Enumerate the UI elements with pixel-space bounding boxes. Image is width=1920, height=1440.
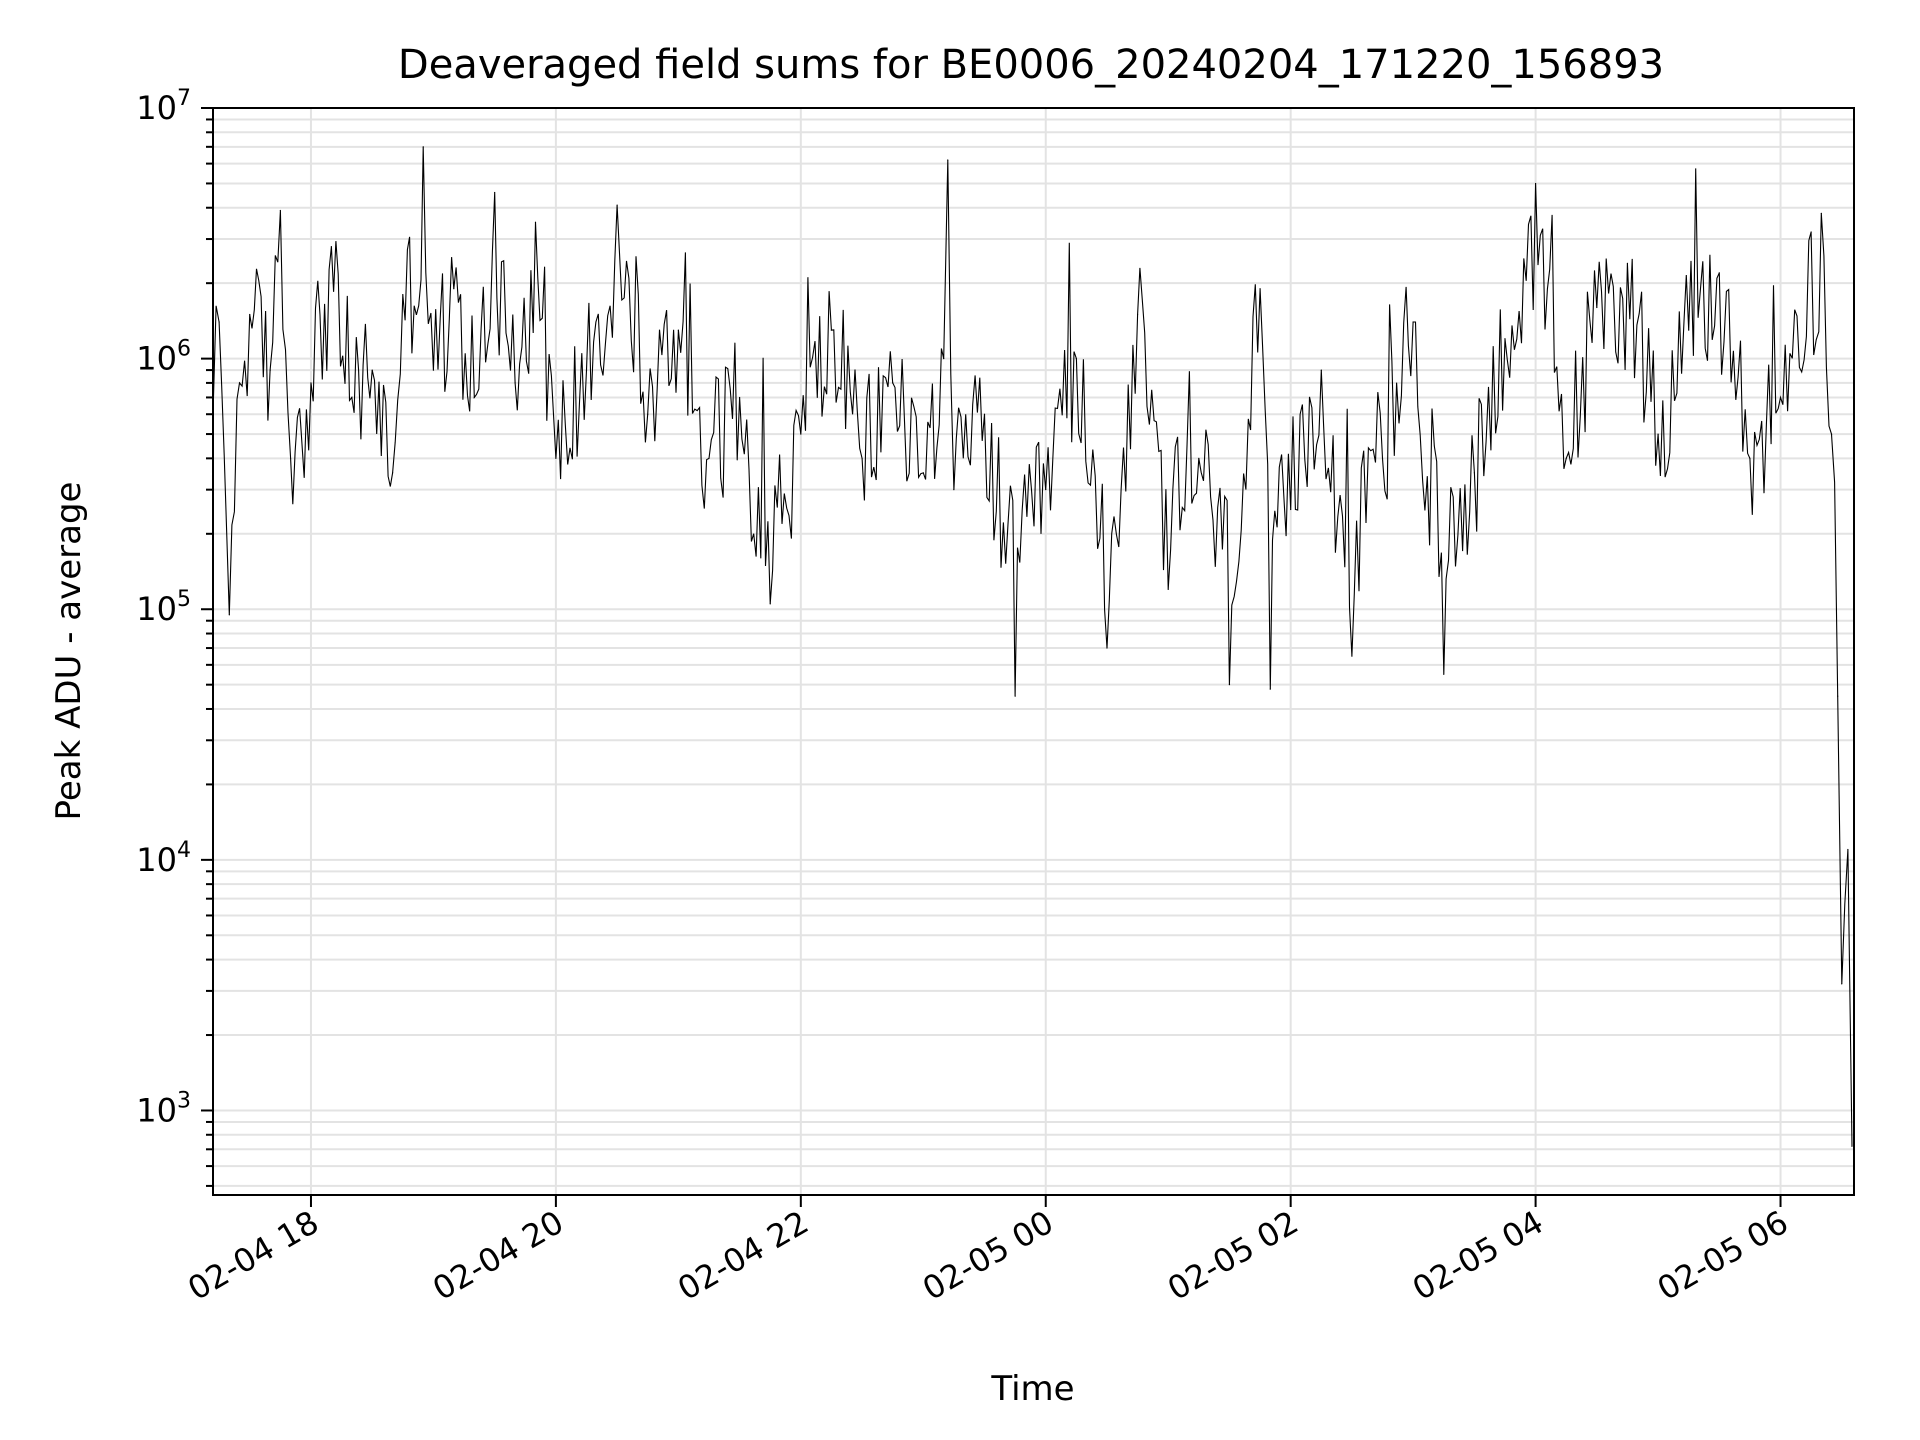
y-tick-label: 105	[136, 587, 191, 628]
data-point	[647, 413, 649, 415]
data-point	[947, 159, 949, 161]
y-tick-label: 103	[136, 1088, 191, 1129]
data-point	[1851, 1145, 1853, 1147]
data-point	[392, 472, 394, 474]
data-point	[1718, 272, 1720, 274]
data-point	[1167, 588, 1169, 590]
y-tick-base: 10	[136, 89, 177, 127]
data-point	[1504, 338, 1506, 340]
data-point	[1136, 313, 1139, 316]
data-point	[983, 413, 986, 415]
x-axis-label: Time	[990, 1369, 1074, 1409]
y-axis-label: Peak ADU - average	[49, 482, 89, 821]
data-point	[310, 382, 312, 384]
data-point	[800, 433, 802, 435]
data-point	[371, 369, 373, 371]
data-point	[422, 146, 424, 148]
y-tick-base: 10	[136, 841, 177, 879]
data-point	[1779, 396, 1782, 399]
y-tick-exponent: 7	[177, 86, 191, 111]
series-layer	[212, 146, 1853, 1147]
data-point	[1473, 472, 1475, 474]
data-point	[473, 396, 475, 399]
data-point	[892, 382, 894, 384]
data-point	[708, 457, 710, 459]
data-point	[228, 614, 230, 616]
data-point	[1014, 695, 1016, 697]
data-point	[218, 321, 220, 323]
data-point	[351, 396, 353, 399]
data-point	[1269, 688, 1271, 690]
data-point	[330, 245, 332, 248]
data-point	[769, 603, 771, 605]
data-point	[269, 369, 271, 371]
data-point	[1075, 358, 1077, 360]
data-point	[402, 294, 404, 296]
data-point	[1626, 262, 1629, 264]
data-point	[1596, 306, 1598, 309]
data-point	[1810, 231, 1812, 233]
data-point	[249, 313, 251, 316]
data-point	[677, 329, 679, 331]
data-point	[238, 382, 241, 384]
y-tick-exponent: 3	[177, 1088, 191, 1113]
data-point	[830, 329, 833, 331]
y-tick-base: 10	[136, 1091, 177, 1129]
data-point	[1830, 433, 1833, 435]
data-point	[1820, 212, 1822, 214]
data-point	[534, 221, 537, 223]
data-point	[289, 457, 292, 459]
y-tick-exponent: 6	[177, 337, 191, 362]
data-point	[1837, 695, 1839, 697]
data-point	[1565, 457, 1567, 459]
data-point	[1412, 321, 1414, 323]
data-point	[616, 204, 618, 206]
data-point	[1351, 655, 1353, 657]
y-tick-base: 10	[136, 590, 177, 628]
data-point	[1290, 508, 1292, 511]
data-point	[1106, 647, 1108, 649]
y-tick-exponent: 5	[177, 587, 191, 612]
data-point	[953, 489, 955, 491]
data-point	[1657, 433, 1659, 435]
data-point	[1534, 182, 1537, 185]
chart-title: Deaveraged field sums for BE0006_2024020…	[398, 42, 1664, 88]
data-point	[1228, 684, 1231, 686]
data-point	[514, 382, 516, 384]
data-point	[1381, 457, 1384, 459]
y-tick-label: 104	[136, 838, 191, 879]
data-point	[1198, 457, 1200, 459]
data-point	[1688, 329, 1690, 331]
data-point	[555, 457, 557, 459]
data-point	[585, 369, 588, 371]
data-point	[1847, 848, 1849, 851]
data-point	[494, 191, 496, 194]
data-point	[1045, 489, 1047, 491]
data-point	[432, 369, 435, 371]
data-point	[279, 209, 281, 212]
data-point	[453, 288, 455, 290]
data-point	[1259, 288, 1261, 290]
data-point	[1443, 673, 1445, 675]
plot-frame	[212, 107, 1855, 1196]
data-point	[861, 457, 863, 459]
data-point	[922, 472, 924, 474]
data-point	[738, 396, 741, 399]
y-tick-label: 106	[136, 337, 191, 378]
data-point	[1320, 369, 1322, 371]
series-line	[213, 146, 1853, 1147]
data-point	[943, 358, 945, 360]
y-tick-label: 107	[136, 86, 191, 127]
data-point	[1841, 983, 1843, 985]
data-point	[1749, 457, 1751, 459]
y-tick-exponent: 4	[177, 838, 191, 863]
y-tick-base: 10	[136, 340, 177, 378]
